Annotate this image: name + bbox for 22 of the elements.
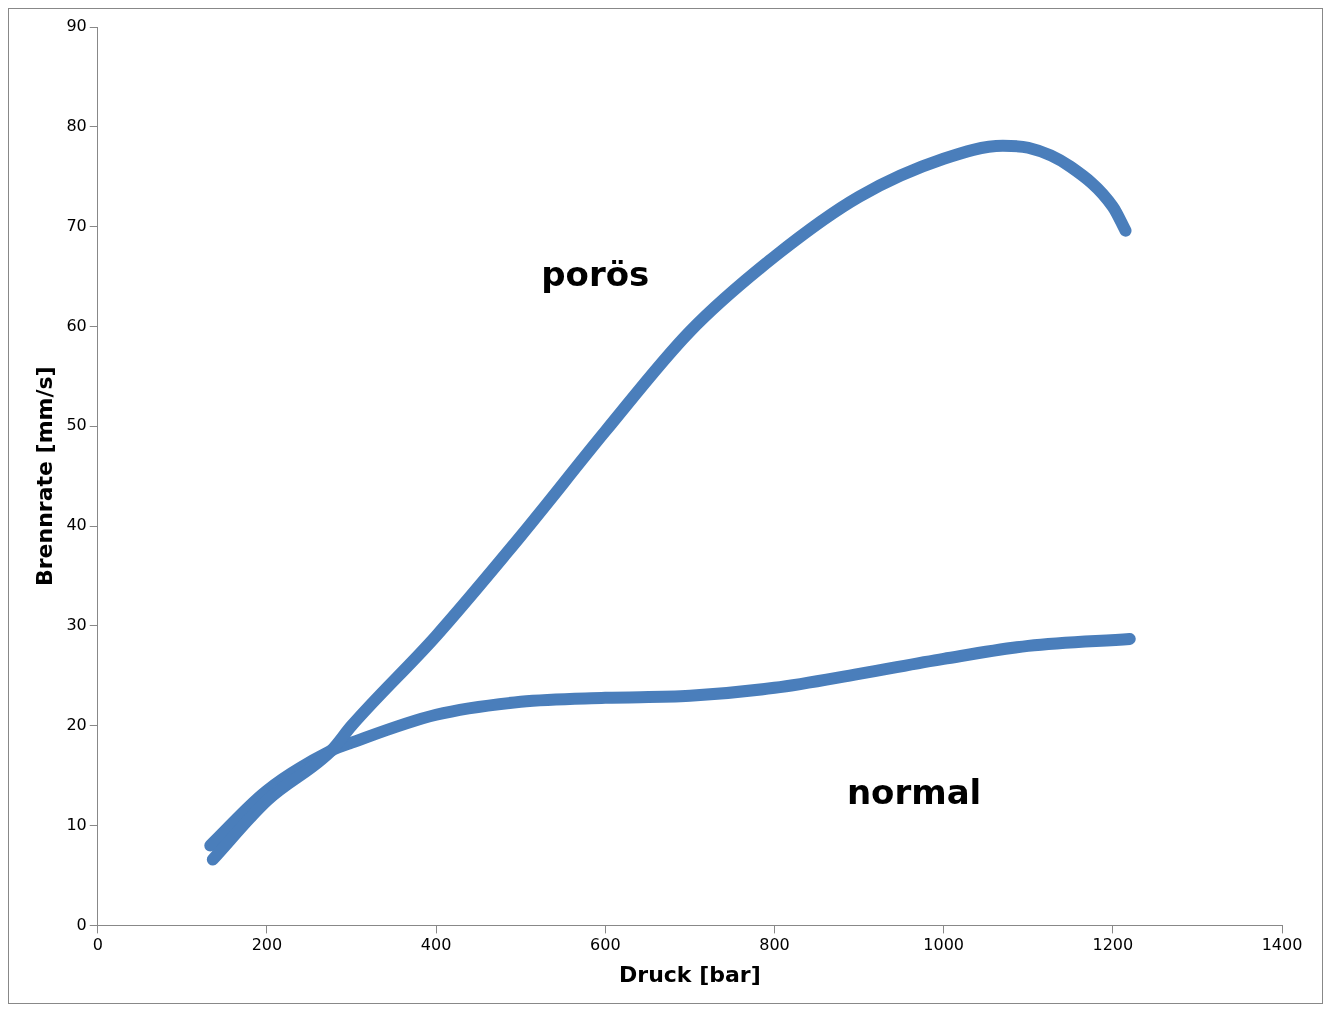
y-tick-label: 40 — [66, 515, 87, 535]
y-tick-label: 50 — [66, 415, 87, 435]
y-tick-label: 10 — [66, 814, 87, 834]
text: normal — [846, 771, 982, 812]
y-tick-label: 90 — [66, 16, 87, 36]
y-axis-title: Brennrate [mm/s] — [31, 366, 57, 587]
x-tick-label: 0 — [92, 935, 103, 955]
x-axis-title: Druck [bar] — [619, 961, 761, 987]
series-label: porös — [541, 254, 650, 295]
x-tick-label: 400 — [420, 935, 452, 955]
y-tick-label: 60 — [66, 315, 87, 335]
y-tick-label: 70 — [66, 215, 87, 235]
x-tick-label: 200 — [251, 935, 283, 955]
x-tick-label: 1200 — [1092, 935, 1134, 955]
y-tick-label: 0 — [76, 914, 87, 934]
y-tick-label: 20 — [66, 714, 87, 734]
y-tick-label: 80 — [66, 115, 87, 135]
x-tick-label: 1400 — [1261, 935, 1303, 955]
x-tick-label: 600 — [590, 935, 621, 955]
x-tick-label: 800 — [759, 935, 790, 955]
x-tick-label: 1000 — [923, 935, 964, 955]
y-tick-label: 30 — [66, 615, 87, 635]
